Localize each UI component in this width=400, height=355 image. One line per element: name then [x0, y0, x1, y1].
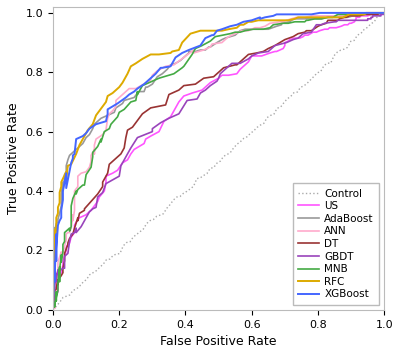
Legend: Control, US, AdaBoost, ANN, DT, GBDT, MNB, RFC, XGBoost: Control, US, AdaBoost, ANN, DT, GBDT, MN…: [293, 183, 379, 305]
Y-axis label: True Positive Rate: True Positive Rate: [7, 103, 20, 214]
X-axis label: False Positive Rate: False Positive Rate: [160, 335, 277, 348]
